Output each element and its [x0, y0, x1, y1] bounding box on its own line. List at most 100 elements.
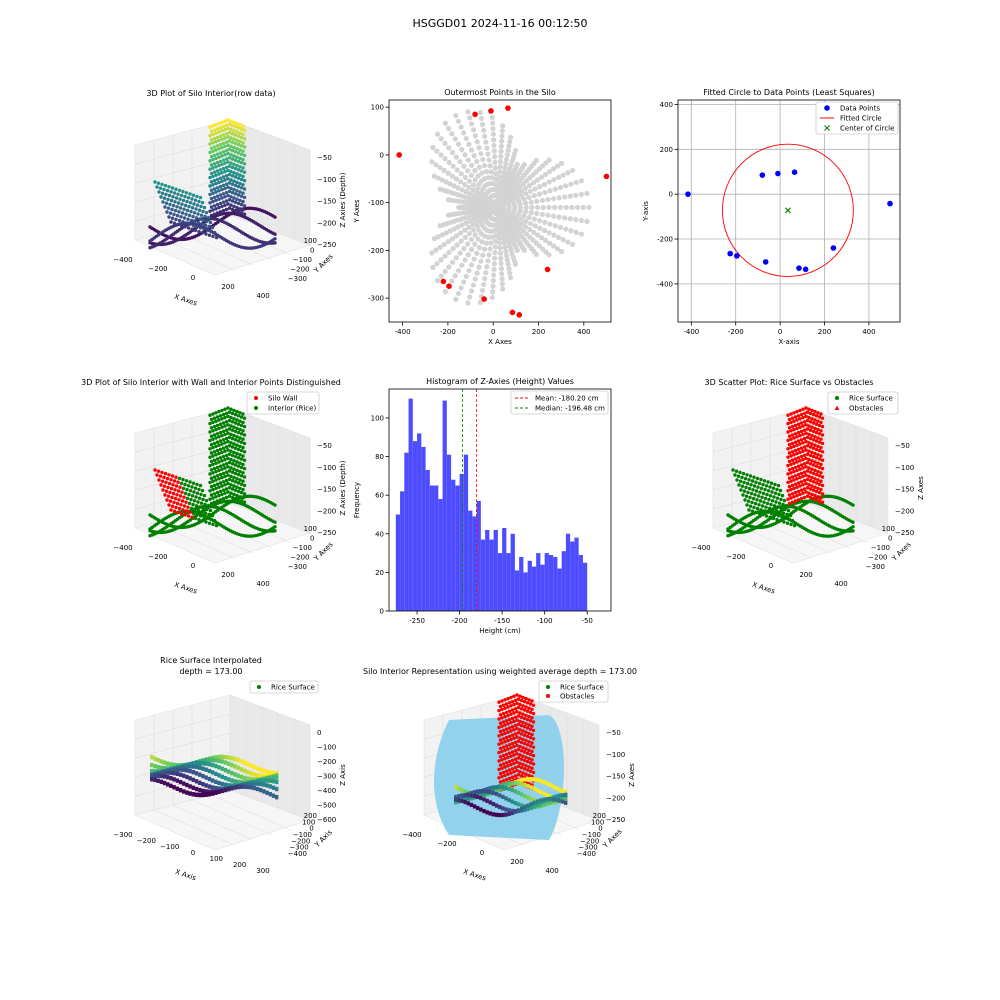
p4-point [190, 485, 194, 489]
p5-frame [388, 388, 612, 612]
p2-grey-point [461, 163, 467, 169]
p8-surface-cell [564, 796, 568, 801]
p2-grey-point [438, 273, 444, 279]
p8-surface-cell [498, 793, 502, 798]
p8-surface-cell [542, 791, 546, 796]
p6-point [819, 487, 823, 492]
p1-point [224, 165, 229, 170]
p7-legend: Rice Surface [249, 680, 319, 694]
p1-point [238, 148, 242, 152]
p8-surface-cell [526, 795, 530, 800]
p6-point [790, 416, 795, 420]
p1-point [177, 218, 182, 223]
p7-surface-cell [169, 762, 173, 767]
p1-point [166, 206, 171, 210]
p8-obstacle-point [522, 725, 527, 729]
p6-point [802, 470, 807, 474]
p2-grey-point [459, 222, 465, 228]
p6-point [792, 436, 796, 440]
p4-point [208, 413, 212, 417]
p7-surface-cell [169, 783, 173, 789]
p2-grey-point [476, 164, 483, 170]
p7-surface-cell [249, 785, 253, 790]
p8-obstacle-point [525, 743, 530, 747]
p1-point [230, 182, 235, 186]
p4-point [221, 463, 226, 467]
p4-point [215, 448, 220, 453]
p6-point [798, 450, 802, 455]
p8-surface-cell [513, 781, 518, 786]
p7-xtick-label: 100 [210, 855, 223, 863]
p5-histogram-bar [455, 485, 460, 611]
p5-histogram-bar [578, 555, 583, 611]
p5-histogram-bar [485, 529, 490, 611]
p1-point [208, 142, 212, 146]
p6-point [747, 478, 751, 482]
p7-surface-cell [169, 770, 173, 775]
p1-point [184, 191, 189, 195]
p1-point [193, 198, 198, 202]
p7-surface-cell [201, 788, 205, 794]
p6-point [743, 476, 748, 481]
p2-grey-point [470, 182, 477, 188]
p7-surface-cell [198, 761, 202, 766]
p2-grey-point [528, 199, 534, 205]
p1-point [236, 168, 241, 172]
p7-surface-cell [172, 767, 176, 772]
p1-point [200, 231, 205, 235]
p2-grey-point [556, 195, 562, 201]
p5-histogram-bar [497, 553, 503, 611]
p7-surface-cell [207, 789, 212, 795]
p1-point [229, 127, 233, 132]
p4-point [215, 482, 220, 486]
p1-point [215, 152, 220, 156]
p4-point [172, 479, 177, 483]
p7-surface-cell [185, 774, 189, 780]
p4-point [183, 482, 187, 487]
p6-point [775, 517, 779, 522]
p7-surface-cell [204, 783, 208, 788]
p6-point [816, 436, 820, 440]
p8-xtick-label: −200 [437, 840, 456, 848]
p7-surface-cell [194, 764, 199, 770]
p4-legend-box [246, 391, 320, 415]
p4-point [177, 506, 182, 511]
p1-point [226, 151, 230, 156]
p6-point [745, 481, 750, 486]
p4-point [223, 474, 227, 479]
p2-xtick-label: -400 [395, 328, 411, 336]
p6-point [793, 457, 798, 461]
p6-point [814, 456, 819, 460]
p4-point [166, 485, 170, 490]
p1-ytick-label: −200 [290, 266, 309, 274]
p6-point [801, 432, 805, 437]
p2-grey-point [501, 169, 507, 175]
p7-ztick-label: −200 [317, 758, 336, 766]
p5-histogram-bar [570, 541, 575, 611]
p6-point [796, 422, 801, 426]
p8-obstacle-point [500, 758, 504, 762]
p6-point [813, 460, 817, 464]
p1-point [239, 135, 244, 140]
p4-point [227, 460, 232, 465]
p2-grey-point [429, 250, 435, 256]
p4-point [235, 435, 239, 439]
p8-xtick-label: 0 [480, 849, 484, 857]
p4-point [221, 496, 226, 501]
p1-point [214, 207, 218, 211]
p6-point [799, 429, 804, 434]
p8-obstacle-point [497, 734, 501, 738]
p6-point [799, 488, 804, 492]
p2-grey-point [523, 204, 529, 211]
p1-point [162, 196, 167, 200]
p6-point [790, 500, 795, 504]
p7-ztick-label: −100 [317, 744, 336, 752]
p1-point [218, 210, 223, 214]
p8-obstacle-point [504, 769, 509, 773]
p6-point [793, 448, 798, 453]
p1-point [239, 169, 244, 173]
p5-histogram-bar [408, 398, 413, 611]
p1-point [241, 183, 245, 187]
p2-grey-point [578, 191, 585, 197]
p2-grey-point [545, 212, 551, 218]
